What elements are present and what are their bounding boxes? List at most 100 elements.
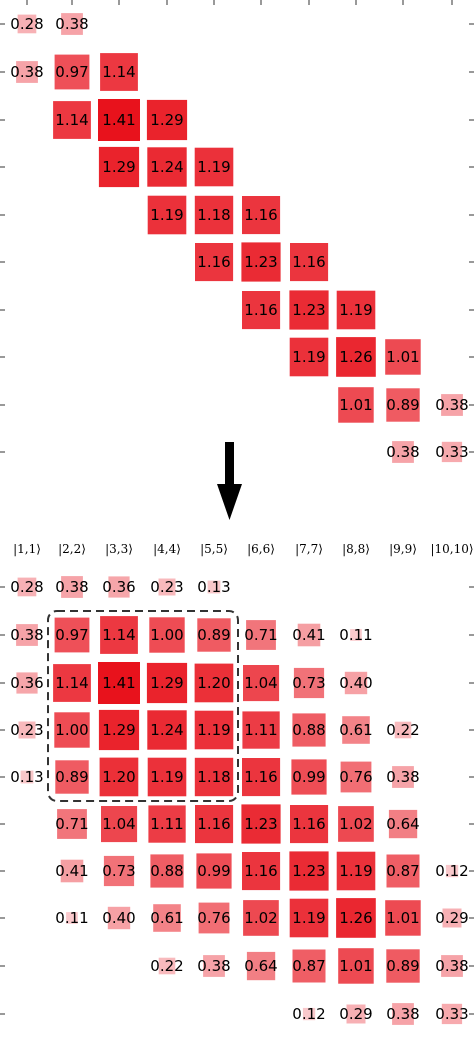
bottom-matrix-cell [385,900,421,936]
bottom-matrix-cell [242,852,281,891]
bottom-matrix-cell [60,859,84,883]
bottom-matrix-cell [150,854,184,888]
bottom-matrix-cell [108,576,130,598]
top-matrix-cell-label: 0.89 [386,396,419,414]
bottom-matrix-cell [18,721,36,739]
top-matrix-cell-label: 0.38 [10,63,43,81]
arrow-shaft [225,442,234,492]
top-matrix-cell [338,387,374,423]
bottom-matrix-cell-label: 1.00 [150,626,183,644]
bottom-matrix-cell-label: 0.29 [339,1005,372,1023]
bottom-matrix-cell-label: 1.14 [102,626,135,644]
top-matrix-cell [16,61,38,83]
top-matrix-cell-label: 1.14 [102,63,135,81]
top-matrix-cell-label: 1.19 [150,206,183,224]
bottom-matrix-cell-label: 0.38 [55,578,88,596]
bottom-matrix-cell [386,854,420,888]
bottom-matrix-cell [290,805,329,844]
top-matrix-cell-label: 1.23 [244,253,277,271]
top-matrix-cell-label: 1.16 [244,301,277,319]
bottom-matrix-cell-label: 1.11 [150,815,183,833]
top-matrix-cell [61,13,83,35]
bottom-matrix-cell [392,766,414,788]
bottom-matrix-cell-label: 0.11 [339,626,372,644]
bottom-matrix-cell [146,662,188,704]
bottom-matrix-cell [289,851,329,891]
bottom-matrix-cell [197,618,231,652]
top-matrix-cell-label: 1.16 [244,206,277,224]
bottom-matrix-cell-label: 0.13 [10,768,43,786]
bottom-matrix-cell-label: 0.73 [102,862,135,880]
bottom-matrix-cell [147,710,187,750]
bottom-matrix-cell-label: 1.02 [244,909,277,927]
bottom-matrix-cell-label: 1.19 [339,862,372,880]
top-matrix-cell [194,147,234,187]
bottom-matrix-cell-label: 0.22 [386,721,419,739]
bottom-matrix-cell-label: 0.99 [197,862,230,880]
top-matrix-cell-label: 1.41 [102,111,135,129]
bottom-matrix-cell-label: 0.36 [102,578,135,596]
top-matrix-cell-label: 1.26 [339,348,372,366]
bottom-matrix-cell-label: 0.38 [197,957,230,975]
bottom-matrix-cell [394,721,412,739]
bottom-matrix-cell [61,576,83,598]
column-label: |9,9⟩ [389,542,417,556]
bottom-matrix-cell [98,662,140,704]
bottom-matrix-cell-label: 1.11 [244,721,277,739]
bottom-matrix-cell-label: 0.22 [150,957,183,975]
bottom-matrix-cell-label: 0.87 [386,862,419,880]
bottom-matrix-cell [149,617,185,653]
bottom-matrix-cell-label: 1.02 [339,815,372,833]
top-matrix-cell [290,243,329,282]
top-matrix-cell [242,196,281,235]
top-matrix-cell [441,394,463,416]
bottom-matrix-cell [242,758,281,797]
bottom-matrix-cell-label: 0.71 [55,815,88,833]
bottom-matrix-cell-label: 0.61 [339,721,372,739]
bottom-matrix-cell-label: 0.64 [386,815,419,833]
bottom-matrix-cell-label: 1.16 [244,862,277,880]
bottom-matrix-cell-label: 0.40 [102,909,135,927]
top-matrix-cell [17,14,37,34]
bottom-matrix-cell-label: 0.97 [55,626,88,644]
top-matrix-cell-label: 0.38 [55,15,88,33]
bottom-matrix-cell-label: 1.16 [197,815,230,833]
bottom-matrix-cell [293,667,325,699]
arrow-head [217,484,242,520]
bottom-matrix-cell-label: 0.38 [10,626,43,644]
bottom-matrix-cell [148,805,186,843]
bottom-matrix-cell-label: 0.61 [150,909,183,927]
bottom-matrix-cell-label: 0.28 [10,578,43,596]
bottom-matrix-cell [17,577,37,597]
bottom-matrix-cell [194,663,234,703]
top-matrix-cell-label: 0.97 [55,63,88,81]
top-matrix-cell [54,54,90,90]
top-matrix-cell-label: 1.29 [150,111,183,129]
bottom-matrix-cell-label: 0.71 [244,626,277,644]
top-matrix-cell-label: 0.28 [10,15,43,33]
top-matrix-cell-label: 0.33 [435,443,468,461]
bottom-matrix-cell [344,671,368,695]
bottom-matrix-cell-label: 0.73 [292,674,325,692]
column-label: |8,8⟩ [342,542,370,556]
column-label: |2,2⟩ [58,542,86,556]
bottom-matrix-cell-label: 0.12 [435,862,468,880]
top-matrix-cell-label: 1.19 [292,348,325,366]
bottom-matrix-cell-label: 1.20 [197,674,230,692]
bottom-matrix-cell-label: 0.76 [339,768,372,786]
bottom-matrix-cell-label: 1.41 [102,674,135,692]
top-matrix-cell [147,147,187,187]
bottom-matrix-cell-label: 0.41 [292,626,325,644]
bottom-matrix-cell [338,806,374,842]
top-matrix-cell [386,388,420,422]
bottom-matrix-cell [302,1007,316,1021]
bottom-matrix-cell [297,623,321,647]
bottom-matrix-cell-label: 1.00 [55,721,88,739]
bottom-matrix-cell [336,898,376,938]
column-label: |5,5⟩ [200,542,228,556]
bottom-matrix-cell-label: 0.88 [150,862,183,880]
bottom-matrix-cell [158,957,176,975]
bottom-matrix-cell [194,757,234,797]
bottom-matrix-cell [54,617,90,653]
top-matrix-cell-label: 1.23 [292,301,325,319]
